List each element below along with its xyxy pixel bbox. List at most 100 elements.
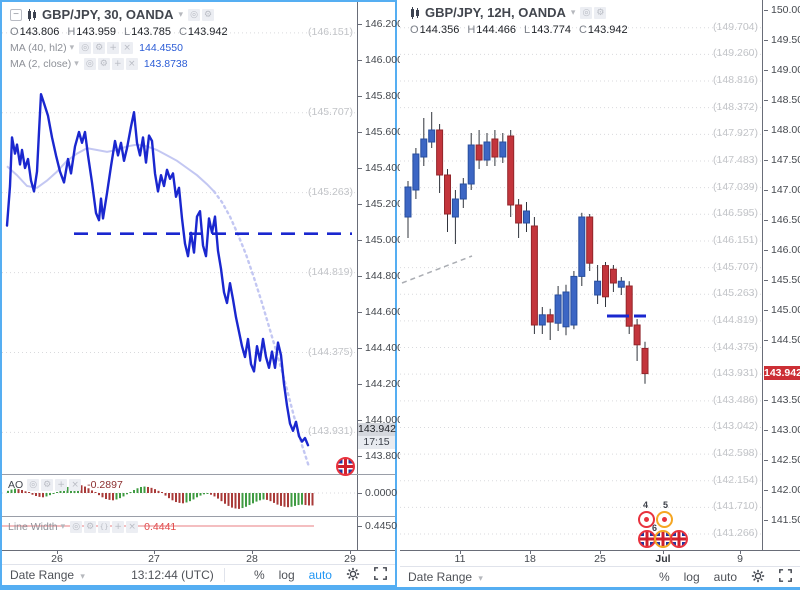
economic-event-icon[interactable]: [638, 511, 655, 528]
eye-icon[interactable]: ◎: [70, 521, 83, 533]
gray-dashed-trendline[interactable]: [401, 255, 473, 284]
add-icon[interactable]: +: [112, 521, 125, 533]
left-chart-canvas[interactable]: [2, 2, 357, 472]
candle-body[interactable]: [586, 216, 594, 264]
candle-body[interactable]: [451, 198, 459, 218]
candle-body[interactable]: [475, 144, 483, 161]
date-range-button[interactable]: Date Range ▾: [10, 568, 85, 582]
eye-icon[interactable]: ◎: [27, 479, 40, 491]
chevron-down-icon[interactable]: ▾: [178, 9, 184, 20]
eye-icon[interactable]: ◎: [580, 6, 593, 19]
add-icon[interactable]: +: [107, 42, 120, 54]
candle-body[interactable]: [467, 144, 475, 185]
candle-body[interactable]: [570, 275, 578, 326]
ohlc-readout: O143.806 H143.959 L143.785 C143.942: [10, 25, 228, 38]
candle-body[interactable]: [641, 347, 649, 375]
close-icon[interactable]: ×: [69, 479, 82, 491]
candle-body[interactable]: [633, 324, 641, 346]
candle-body[interactable]: [602, 265, 609, 298]
gear-icon[interactable]: [346, 567, 360, 584]
candle-body[interactable]: [412, 153, 420, 191]
economic-event-icon[interactable]: [656, 511, 673, 528]
symbol-title[interactable]: GBP/JPY, 12H, OANDA: [425, 5, 566, 20]
clock-utc[interactable]: 13:12:44 (UTC): [131, 568, 214, 582]
candle-body[interactable]: [625, 285, 633, 327]
time-label: 27: [148, 553, 160, 565]
chevron-down-icon[interactable]: ▾: [60, 522, 66, 532]
candle-body[interactable]: [578, 216, 586, 277]
pane-divider[interactable]: [2, 474, 395, 475]
chevron-down-icon[interactable]: ▾: [69, 43, 75, 53]
price-level-label: (141.266): [713, 527, 758, 540]
source-icon[interactable]: {}: [98, 521, 111, 533]
right-price-axis[interactable]: 150.000 149.500 149.000 148.500 148.000 147.5…: [764, 0, 800, 550]
eye-icon[interactable]: ◎: [83, 58, 96, 70]
candle-body[interactable]: [491, 138, 499, 158]
gbp-flag-event-icon[interactable]: [670, 530, 688, 548]
gear-icon[interactable]: ⚙: [84, 521, 97, 533]
candle-body[interactable]: [515, 204, 523, 224]
ao-bar: [304, 493, 307, 506]
add-icon[interactable]: +: [55, 479, 68, 491]
left-time-axis[interactable]: 26 27 28 29: [2, 550, 357, 567]
chart-pane-right[interactable]: 150.000 149.500 149.000 148.500 148.000 147.5…: [400, 0, 800, 587]
candle-body[interactable]: [530, 225, 538, 326]
chevron-down-icon[interactable]: ▾: [570, 7, 576, 18]
gbp-flag-event-icon[interactable]: [336, 457, 355, 476]
candle-body[interactable]: [507, 135, 515, 206]
candle-body[interactable]: [444, 174, 451, 215]
ao-bar: [171, 493, 174, 501]
chevron-down-icon[interactable]: ▾: [74, 59, 79, 69]
add-icon[interactable]: +: [111, 58, 124, 70]
gbp-flag-event-icon[interactable]: [654, 530, 672, 548]
fullscreen-icon[interactable]: [374, 567, 387, 583]
percent-scale-button[interactable]: %: [253, 568, 265, 582]
close-icon[interactable]: ×: [126, 521, 139, 533]
linewidth-indicator-canvas[interactable]: [2, 517, 357, 550]
auto-scale-button[interactable]: auto: [713, 570, 737, 584]
candle-body[interactable]: [483, 141, 491, 161]
eye-icon[interactable]: ◎: [188, 8, 201, 21]
symbol-title[interactable]: GBP/JPY, 30, OANDA: [42, 7, 174, 22]
candle-body[interactable]: [523, 210, 530, 224]
candle-body[interactable]: [404, 186, 412, 218]
candle-body[interactable]: [538, 314, 546, 326]
gear-icon[interactable]: ⚙: [97, 58, 110, 70]
right-time-axis[interactable]: 11 18 25 Jul 9: [400, 550, 762, 567]
log-scale-button[interactable]: log: [683, 570, 700, 584]
candle-body[interactable]: [420, 138, 428, 158]
left-toolbar: Date Range ▾ 13:12:44 (UTC) % log auto: [2, 564, 395, 585]
candle-body[interactable]: [436, 129, 444, 176]
close-icon[interactable]: ×: [125, 58, 138, 70]
pane-divider[interactable]: [2, 516, 395, 517]
fullscreen-icon[interactable]: [779, 569, 792, 585]
candle-body[interactable]: [459, 183, 467, 200]
candle-body[interactable]: [428, 129, 436, 143]
gear-icon[interactable]: [751, 569, 765, 586]
eye-icon[interactable]: ◎: [79, 42, 92, 54]
auto-scale-button[interactable]: auto: [308, 568, 332, 582]
gear-icon[interactable]: ⚙: [93, 42, 106, 54]
percent-scale-button[interactable]: %: [658, 570, 670, 584]
ao-bar: [294, 493, 296, 506]
right-chart-canvas[interactable]: [400, 0, 762, 550]
candle-body[interactable]: [499, 141, 507, 158]
candle-body[interactable]: [546, 314, 554, 323]
candle-body[interactable]: [617, 280, 625, 288]
left-price-axis[interactable]: 146.200 146.000 145.800 145.600 145.400 145.2…: [358, 2, 403, 550]
gear-icon[interactable]: ⚙: [202, 8, 215, 21]
chart-type-icon[interactable]: [27, 8, 38, 21]
candle-body[interactable]: [554, 294, 562, 324]
time-label: 18: [524, 553, 536, 565]
gear-icon[interactable]: ⚙: [41, 479, 54, 491]
close-icon[interactable]: ×: [121, 42, 134, 54]
candle-body[interactable]: [594, 280, 602, 296]
gear-icon[interactable]: ⚙: [594, 6, 607, 19]
log-scale-button[interactable]: log: [278, 568, 295, 582]
chart-pane-left[interactable]: 146.200 146.000 145.800 145.600 145.400 145.2…: [0, 0, 403, 587]
chart-type-icon[interactable]: [410, 6, 421, 19]
date-range-button[interactable]: Date Range ▾: [408, 570, 483, 584]
collapse-pane-button[interactable]: −: [10, 8, 22, 21]
candle-body[interactable]: [609, 268, 617, 284]
candle-body[interactable]: [562, 291, 570, 328]
